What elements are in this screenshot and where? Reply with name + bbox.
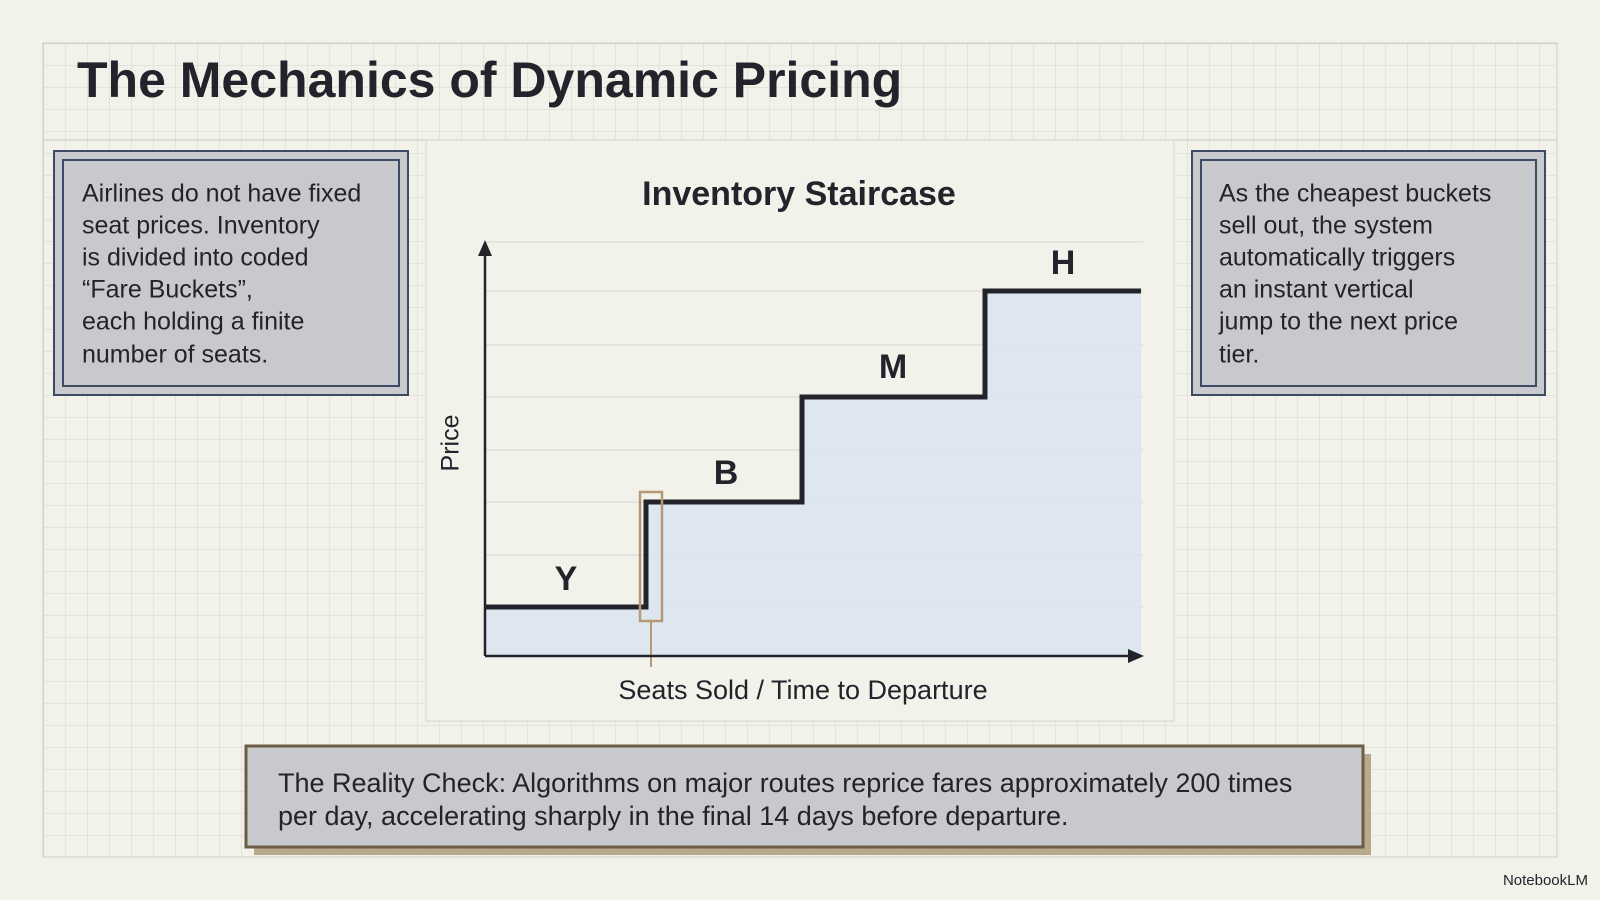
note-line: sell out, the system [1219,212,1433,240]
note-box [1191,150,1546,396]
note-line: automatically triggers [1219,244,1455,272]
staircase-line [485,288,1141,610]
note-line: number of seats. [82,341,268,369]
y-axis-label: Price [437,415,465,472]
right-note: As the cheapest buckets sell out, the sy… [1218,180,1491,369]
diagram-title: Inventory Staircase [642,175,956,213]
brand: NotebookLM [1503,872,1588,889]
slide-title: The Mechanics of Dynamic Pricing [77,52,902,108]
note-line: tier. [1219,341,1259,369]
note-line: is divided into coded [82,244,309,272]
y-arrow [478,240,492,256]
footer-box [244,744,1365,849]
step-label: M [879,348,907,386]
note-line: “Fare Buckets”, [82,276,253,304]
x-axis-label: Seats Sold / Time to Departure [618,675,987,705]
step-label: H [1051,244,1076,282]
note-line: each holding a finite [82,308,304,336]
note-line: seat prices. Inventory [82,212,320,240]
note-box [53,150,409,396]
note-line: Airlines do not have fixed [82,180,361,208]
left-note: Airlines do not have fixed seat prices. … [82,180,361,369]
x-arrow [1128,649,1144,663]
staircase-fill [485,291,1141,656]
note-inner [1200,159,1537,387]
step-label: Y [555,560,578,598]
note-line: an instant vertical [1219,276,1414,304]
footer-line: per day, accelerating sharply in the fin… [278,801,1068,831]
step-labels: Y B M H [555,244,1076,598]
note-inner [62,159,400,387]
note-line: jump to the next price [1218,308,1458,336]
step-label: B [714,454,739,492]
note-line: As the cheapest buckets [1219,180,1491,208]
footer-line: The Reality Check: Algorithms on major r… [278,768,1292,798]
